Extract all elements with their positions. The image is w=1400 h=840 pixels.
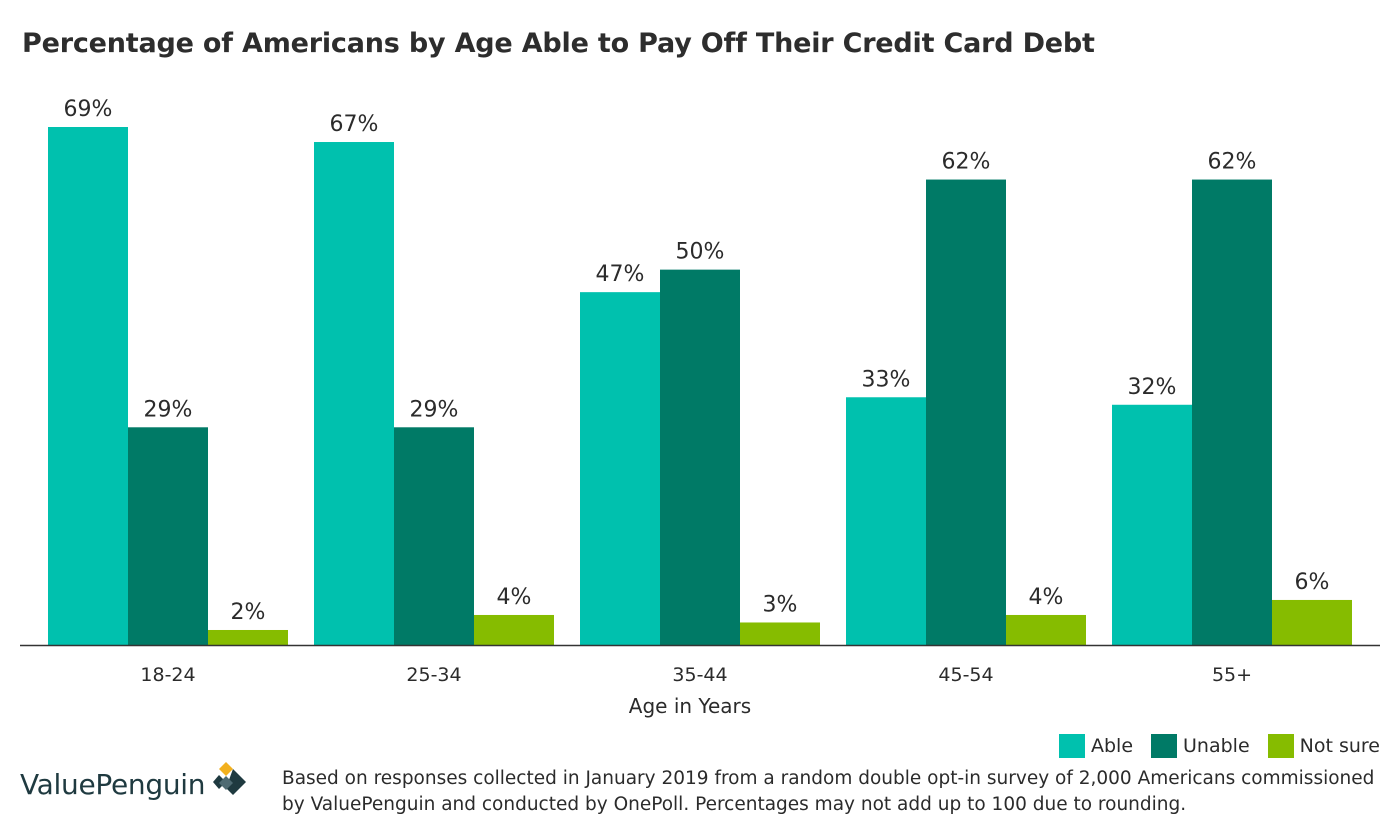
footer: ValuePenguin Based on responses collecte… <box>20 744 1390 824</box>
legend-swatch-able <box>1058 734 1085 758</box>
bar-able-35-44 <box>580 292 660 645</box>
data-label-unable-45-54: 62% <box>942 150 991 175</box>
bar-unable-55+ <box>1192 179 1272 645</box>
bar-unable-45-54 <box>926 179 1006 645</box>
data-label-able-45-54: 33% <box>862 367 911 392</box>
legend-item-able: Able <box>1058 734 1134 758</box>
chart-title: Percentage of Americans by Age Able to P… <box>22 28 1095 59</box>
legend-label-unable: Unable <box>1183 735 1250 757</box>
data-label-able-35-44: 47% <box>596 262 645 287</box>
x-tick-label-55+: 55+ <box>1212 664 1252 686</box>
footnote: Based on responses collected in January … <box>282 768 1375 815</box>
legend-swatch-not-sure <box>1267 734 1294 758</box>
bar-not-sure-35-44 <box>740 622 820 645</box>
bar-able-45-54 <box>846 397 926 645</box>
legend-label-able: Able <box>1090 735 1134 757</box>
x-tick-label-35-44: 35-44 <box>672 664 727 686</box>
bar-not-sure-55+ <box>1272 599 1352 645</box>
bar-able-55+ <box>1112 404 1192 645</box>
bar-not-sure-25-34 <box>474 614 554 645</box>
bar-not-sure-18-24 <box>208 629 288 645</box>
x-axis-title: Age in Years <box>629 694 751 718</box>
data-label-not-sure-35-44: 3% <box>763 592 798 617</box>
data-label-unable-35-44: 50% <box>676 240 725 265</box>
data-label-able-55+: 32% <box>1128 375 1177 400</box>
x-tick-label-25-34: 25-34 <box>406 664 461 686</box>
x-tick-label-18-24: 18-24 <box>140 664 195 686</box>
data-label-unable-18-24: 29% <box>144 397 193 422</box>
brand: ValuePenguin <box>20 762 247 804</box>
bar-not-sure-45-54 <box>1006 614 1086 645</box>
data-label-not-sure-45-54: 4% <box>1029 585 1064 610</box>
bar-unable-25-34 <box>394 427 474 645</box>
legend: Able Unable Not sure <box>1041 734 1380 758</box>
legend-item-not-sure: Not sure <box>1267 734 1380 758</box>
data-label-not-sure-18-24: 2% <box>231 600 266 625</box>
data-label-not-sure-25-34: 4% <box>497 585 532 610</box>
data-label-able-25-34: 67% <box>330 112 379 137</box>
legend-swatch-unable <box>1151 734 1178 758</box>
bar-able-18-24 <box>48 127 128 645</box>
x-tick-label-45-54: 45-54 <box>938 664 993 686</box>
bar-unable-35-44 <box>660 269 740 645</box>
data-label-able-18-24: 69% <box>64 97 113 122</box>
valuepenguin-logo-icon <box>213 762 247 795</box>
data-label-unable-25-34: 29% <box>410 397 459 422</box>
bar-unable-18-24 <box>128 427 208 645</box>
data-label-not-sure-55+: 6% <box>1295 570 1330 595</box>
data-label-unable-55+: 62% <box>1208 150 1257 175</box>
legend-item-unable: Unable <box>1151 734 1250 758</box>
legend-label-not-sure: Not sure <box>1299 735 1380 757</box>
bar-able-25-34 <box>314 142 394 645</box>
brand-name: ValuePenguin <box>20 767 206 801</box>
